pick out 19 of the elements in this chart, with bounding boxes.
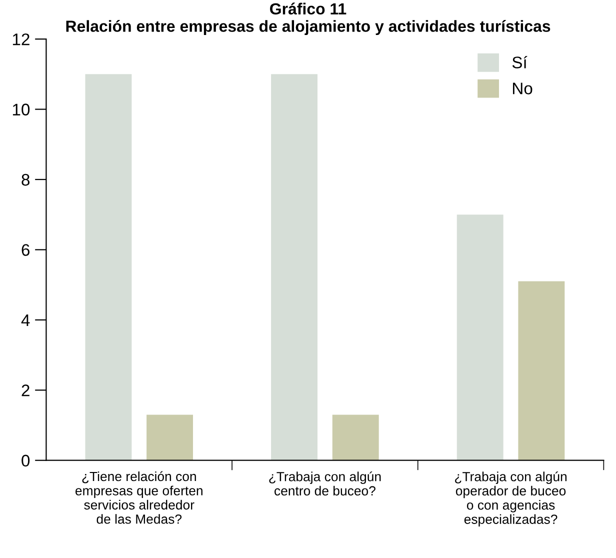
chart-title: Gráfico 11 Relación entre empresas de alojamiento y actividades turísticas: [66, 2, 550, 36]
y-tick-label: 0: [22, 454, 30, 467]
y-tick-label: 2: [22, 384, 30, 396]
bar: [456, 214, 504, 460]
y-tick-label: 6: [22, 244, 30, 256]
y-tick-label: 4: [21, 314, 30, 326]
bar: [85, 74, 132, 460]
y-tick-label: 12: [12, 33, 30, 46]
legend-label: No: [512, 82, 532, 94]
y-tick-label: 10: [12, 104, 30, 116]
bar: [332, 414, 379, 460]
legend-label: Sí: [512, 56, 528, 68]
x-tick-label: ¿Trabaja con algún centro de buceo?: [269, 471, 381, 496]
bar: [518, 281, 565, 460]
bar: [146, 414, 194, 460]
x-tick-label: ¿Tiene relación con empresas que oferten servicios alrededor de las Medas?: [76, 471, 202, 524]
x-tick-label: ¿Trabaja con algún operador de buceo o con agencias especializadas?: [455, 471, 567, 527]
y-tick-label: 8: [22, 174, 30, 186]
bar: [271, 74, 318, 460]
